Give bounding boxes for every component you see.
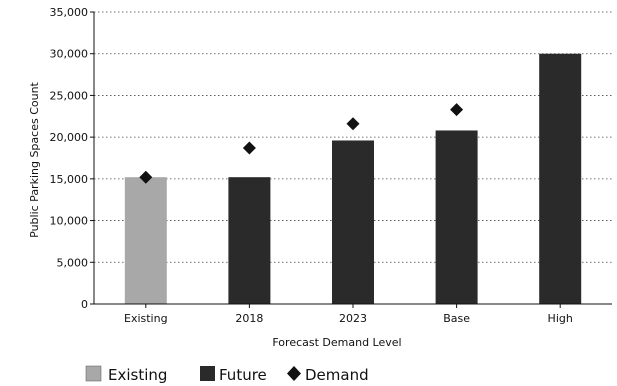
legend-label-demand: Demand	[305, 366, 369, 384]
y-tick-label: 15,000	[50, 173, 89, 186]
y-tick-label: 5,000	[57, 256, 89, 269]
legend-marker-demand	[287, 366, 301, 381]
bars	[124, 53, 582, 304]
y-tick-labels: 0 5,000 10,000 15,000 20,000 25,000 30,000 35,0…	[50, 6, 94, 311]
y-tick-label: 25,000	[50, 89, 89, 102]
x-tick-label: Base	[443, 312, 470, 325]
legend-label-future: Future	[219, 366, 267, 384]
bar-2018	[228, 177, 271, 304]
y-axis-title: Public Parking Spaces Count	[28, 81, 41, 237]
x-tick-label: Existing	[124, 312, 168, 325]
bar-2023	[332, 140, 374, 304]
y-tick-label: 30,000	[50, 48, 89, 61]
x-tick-labels: Existing 2018 2023 Base High	[124, 304, 573, 325]
demand-marker-2018	[242, 141, 256, 155]
demand-marker-existing	[139, 170, 153, 184]
demand-marker-2023	[346, 117, 360, 131]
bar-high	[539, 53, 582, 304]
bar-existing	[124, 177, 167, 304]
y-tick-label: 10,000	[50, 215, 89, 228]
x-axis-title: Forecast Demand Level	[272, 336, 401, 349]
x-tick-label: 2018	[235, 312, 263, 325]
y-tick-label: 0	[81, 298, 88, 311]
legend: Existing Future Demand	[85, 365, 369, 384]
bar-base	[435, 130, 478, 304]
demand-marker-base	[450, 103, 464, 117]
y-tick-label: 20,000	[50, 131, 89, 144]
legend-label-existing: Existing	[108, 366, 167, 384]
legend-swatch-future	[200, 366, 215, 381]
x-tick-label: 2023	[339, 312, 367, 325]
y-tick-label: 35,000	[50, 6, 89, 19]
demand-markers	[139, 103, 464, 184]
legend-swatch-existing	[85, 365, 102, 382]
x-tick-label: High	[548, 312, 573, 325]
